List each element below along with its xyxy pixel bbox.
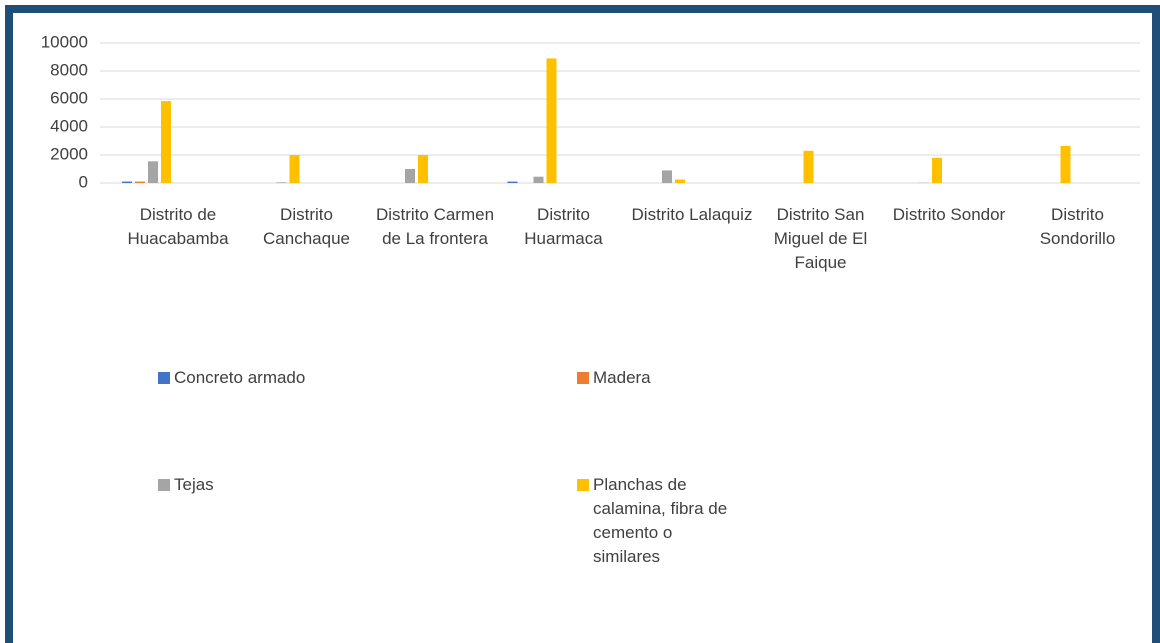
legend-item: Madera <box>577 366 743 390</box>
bar <box>662 170 672 183</box>
bar <box>508 182 518 183</box>
bar <box>122 182 132 183</box>
x-tick-label: Distrito Carmen de La frontera <box>371 203 499 251</box>
legend-swatch <box>577 479 589 491</box>
bar <box>405 169 415 183</box>
bar <box>675 180 685 184</box>
legend-swatch <box>158 479 170 491</box>
bar <box>418 155 428 183</box>
x-tick-label: Distrito San Miguel de El Faique <box>757 203 885 275</box>
bar <box>534 177 544 183</box>
legend-item: Concreto armado <box>158 366 324 390</box>
legend-label: Concreto armado <box>174 366 324 390</box>
x-tick-label: Distrito Sondorillo <box>1014 203 1142 251</box>
bar <box>290 155 300 183</box>
x-tick-label: Distrito Huarmaca <box>500 203 628 251</box>
y-tick-label: 6000 <box>50 88 88 107</box>
x-tick-label: Distrito Sondor <box>885 203 1013 227</box>
bar <box>135 182 145 183</box>
x-tick-label: Distrito Lalaquiz <box>628 203 756 227</box>
bar <box>1061 146 1071 183</box>
y-tick-label: 8000 <box>50 60 88 79</box>
page: 0 2000 4000 6000 8000 10000 Distrito de Huaca… <box>0 0 1160 621</box>
bar <box>932 158 942 183</box>
x-tick-label: Distrito de Huacabamba <box>114 203 242 251</box>
legend-label: Madera <box>593 366 743 390</box>
legend-item: Planchas de calamina, fibra de cemento o… <box>577 473 743 569</box>
bar <box>547 58 557 183</box>
y-tick-label: 2000 <box>50 144 88 163</box>
legend-item: Tejas <box>158 473 324 497</box>
bar <box>277 182 287 183</box>
legend-label: Tejas <box>174 473 324 497</box>
bar <box>148 161 158 183</box>
legend-swatch <box>158 372 170 384</box>
y-tick-label: 0 <box>79 172 88 191</box>
bar <box>804 151 814 183</box>
bar <box>161 101 171 183</box>
x-tick-label: Distrito Canchaque <box>243 203 371 251</box>
legend-label: Planchas de calamina, fibra de cemento o… <box>593 473 743 569</box>
legend-swatch <box>577 372 589 384</box>
y-tick-label: 10000 <box>41 32 88 51</box>
y-tick-label: 4000 <box>50 116 88 135</box>
